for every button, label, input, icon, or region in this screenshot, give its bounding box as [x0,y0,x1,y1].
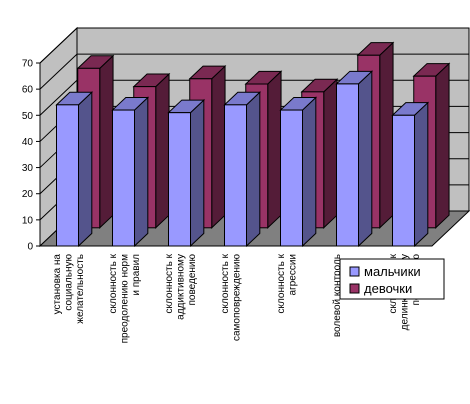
bar-side [302,96,317,248]
bar-side [211,65,226,229]
bar-front [168,112,191,247]
x-tick-label: склонность к самоповреждению [220,253,243,341]
bar [223,91,262,248]
bar-front [224,104,247,247]
x-tick-label: установка на социальную желательность [52,254,86,324]
bars [55,41,451,248]
bar-front [392,114,415,247]
x-tick-label-line: склонность к [108,253,119,313]
bar-side [155,72,170,229]
bar-side [78,91,93,248]
x-tick-label-line: поведению [187,254,198,306]
bar-side [358,70,373,248]
x-tick-label: волевой контроль [332,254,343,337]
legend-swatch [349,266,360,277]
x-tick-label: склонность к преодолению норм и правил [108,253,142,343]
bar-side [414,101,429,248]
bar-side [323,78,338,229]
bar-side [246,91,261,248]
x-tick-label-line: самоповреждению [232,254,243,341]
x-tick-label-line: склонность к [276,253,287,313]
x-tick-label-line: и правил [131,254,142,296]
legend-label: девочки [364,281,412,296]
legend: мальчики девочки [339,258,445,300]
bar-front [280,109,303,247]
x-tick-label: склонность к аддиктивному поведению [164,253,198,319]
bar [111,96,150,248]
y-axis: 0 10 20 30 40 50 60 70 [22,59,41,253]
x-tick-label-line: установка на [52,254,63,315]
y-tick-label: 30 [22,163,34,174]
bar-front [336,83,359,247]
x-tick-label-line: желательность [75,254,86,324]
x-tick-label-line: социальную [64,254,75,311]
bar-side [379,41,394,229]
bar-side [190,98,205,248]
x-tick-label-line: преодолению норм [120,254,131,343]
x-tick-label-line: волевой контроль [332,254,343,337]
gridline [39,79,469,116]
bar-side [435,62,450,229]
bar [335,70,374,248]
y-tick-label: 40 [22,137,34,148]
bar-side [134,96,149,248]
bar [279,96,318,248]
bar-side [99,54,114,229]
legend-swatch [349,283,360,294]
legend-label: мальчики [364,264,421,279]
y-tick-label: 10 [22,215,34,226]
y-tick-label: 70 [22,59,34,70]
gridline [39,53,469,90]
x-tick-label-line: агрессии [288,254,299,296]
bar-side [267,70,282,229]
bar [167,98,206,248]
y-tick-label: 20 [22,189,34,200]
y-tick-label: 60 [22,85,34,96]
x-tick-label-line: склонность к [164,253,175,313]
bar-front [56,104,79,247]
x-tick-label: склонность к агрессии [276,253,299,313]
bar [55,91,94,248]
y-tick-label: 0 [27,242,33,253]
y-tick-label: 50 [22,111,34,122]
bar-front [112,109,135,247]
x-tick-label-line: склонность к [220,253,231,313]
bar [391,101,430,248]
gridline [39,27,469,64]
x-tick-label-line: аддиктивному [176,254,187,320]
